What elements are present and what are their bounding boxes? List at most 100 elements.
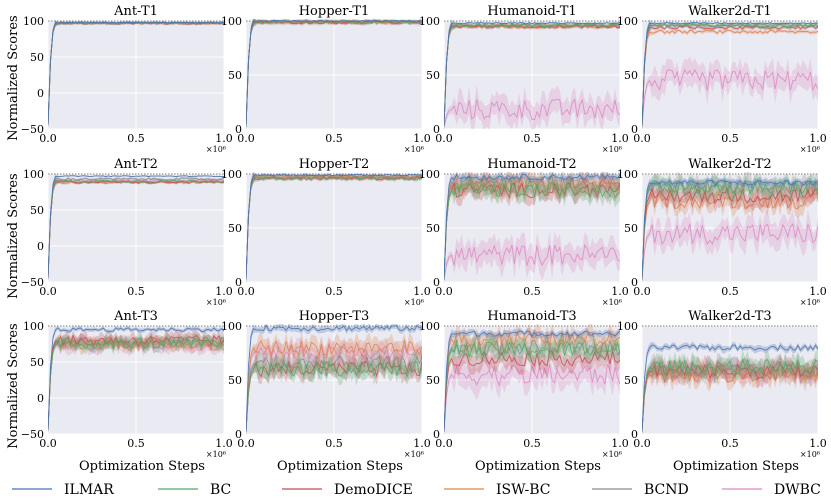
x-tick-label: 0.0 bbox=[39, 285, 57, 298]
x-tick-label: 1.0 bbox=[413, 132, 431, 145]
subplot-walker2d-t1: Walker2d-T1 0 50 100 0.0 0.5 1.0×10⁶ bbox=[617, 4, 827, 154]
subplot-title: Ant-T3 bbox=[113, 309, 158, 324]
y-tick-label: 50 bbox=[228, 374, 242, 387]
x-tick-label: 1.0 bbox=[611, 285, 629, 298]
legend-item-bc: BC bbox=[158, 482, 231, 498]
series-line-isw-bc bbox=[642, 365, 818, 432]
subplot-title: Walker2d-T1 bbox=[688, 4, 771, 19]
y-tick-label: 100 bbox=[617, 168, 638, 181]
series-line-ilmar bbox=[444, 330, 620, 432]
y-tick-label: 100 bbox=[617, 15, 638, 28]
x-tick-label: 1.0 bbox=[215, 437, 233, 450]
legend-label: DWBC bbox=[774, 482, 821, 498]
x-axis-label: Optimization Steps bbox=[475, 459, 601, 474]
x-tick-label: 0.5 bbox=[523, 132, 541, 145]
series-line-ilmar bbox=[444, 22, 620, 127]
series-line-ilmar bbox=[246, 19, 422, 127]
x-tick-label: 0.5 bbox=[523, 437, 541, 450]
series-line-isw-bc bbox=[444, 24, 620, 127]
band-dwbc bbox=[444, 231, 620, 282]
subplot-title: Ant-T2 bbox=[113, 157, 158, 172]
x-tick-label: 0.5 bbox=[127, 285, 145, 298]
series-line-dwbc bbox=[444, 363, 620, 432]
series-line-dwbc bbox=[444, 243, 620, 280]
y-tick-label: 100 bbox=[221, 15, 242, 28]
subplot-humanoid-t2: Humanoid-T2 0 50 100 0.0 0.5 1.0×10⁶ bbox=[419, 157, 629, 307]
x-tick-label: 1.0 bbox=[611, 437, 629, 450]
y-tick-label: −50 bbox=[21, 123, 44, 136]
x-multiplier-label: ×10⁶ bbox=[800, 145, 820, 154]
legend-label: DemoDICE bbox=[334, 482, 413, 498]
x-tick-label: 0.5 bbox=[721, 437, 739, 450]
subplot-title: Walker2d-T3 bbox=[688, 309, 771, 324]
x-tick-label: 0.0 bbox=[39, 437, 57, 450]
x-tick-label: 0.5 bbox=[127, 437, 145, 450]
subplot-title: Ant-T1 bbox=[113, 4, 158, 19]
x-tick-label: 0.5 bbox=[721, 132, 739, 145]
series-line-ilmar bbox=[48, 327, 224, 431]
y-tick-label: 50 bbox=[426, 69, 440, 82]
band-bcnd bbox=[444, 329, 620, 434]
x-tick-label: 0.5 bbox=[523, 285, 541, 298]
subplot-title: Humanoid-T3 bbox=[487, 309, 576, 324]
y-tick-label: 50 bbox=[30, 356, 44, 369]
band-bcnd bbox=[642, 172, 818, 282]
y-tick-label: 50 bbox=[426, 222, 440, 235]
series-line-isw-bc bbox=[246, 339, 422, 432]
x-tick-label: 0.0 bbox=[633, 437, 651, 450]
x-tick-label: 0.0 bbox=[633, 132, 651, 145]
series-line-demodice bbox=[246, 360, 422, 432]
series-line-bc bbox=[246, 360, 422, 432]
series-line-bc bbox=[444, 181, 620, 280]
x-axis-label: Optimization Steps bbox=[79, 459, 205, 474]
y-tick-label: 0 bbox=[37, 392, 44, 405]
y-tick-label: 100 bbox=[23, 15, 44, 28]
y-tick-label: 0 bbox=[433, 276, 440, 289]
series-line-ilmar bbox=[444, 173, 620, 280]
x-tick-label: 1.0 bbox=[215, 285, 233, 298]
y-tick-label: 0 bbox=[631, 428, 638, 441]
x-tick-label: 0.5 bbox=[325, 285, 343, 298]
x-tick-label: 0.0 bbox=[633, 285, 651, 298]
x-tick-label: 0.0 bbox=[237, 285, 255, 298]
x-multiplier-label: ×10⁶ bbox=[404, 450, 424, 459]
subplot-title: Walker2d-T2 bbox=[688, 157, 771, 172]
y-tick-label: 0 bbox=[235, 123, 242, 136]
x-tick-label: 0.5 bbox=[721, 285, 739, 298]
subplot-ant-t3: Ant-T3 −50 0 50 100 0.0 0.5 1.0×10⁶Optimization… bbox=[21, 309, 233, 474]
y-tick-label: 0 bbox=[631, 123, 638, 136]
y-tick-label: 0 bbox=[433, 428, 440, 441]
y-tick-label: 0 bbox=[37, 87, 44, 100]
band-bc bbox=[444, 173, 620, 282]
series-line-bcnd bbox=[246, 173, 422, 280]
y-tick-label: 0 bbox=[433, 123, 440, 136]
y-tick-label: 50 bbox=[624, 69, 638, 82]
x-multiplier-label: ×10⁶ bbox=[206, 450, 226, 459]
subplot-title: Humanoid-T1 bbox=[487, 4, 576, 19]
x-tick-label: 1.0 bbox=[413, 285, 431, 298]
subplot-title: Hopper-T2 bbox=[299, 157, 370, 172]
series-line-dwbc bbox=[444, 98, 620, 127]
series-line-bc bbox=[48, 338, 224, 431]
legend-item-isw-bc: ISW-BC bbox=[444, 482, 550, 498]
y-tick-label: 0 bbox=[37, 240, 44, 253]
series-line-bc bbox=[444, 23, 620, 127]
x-tick-label: 0.0 bbox=[39, 132, 57, 145]
series-line-bc bbox=[642, 358, 818, 432]
y-tick-label: 50 bbox=[228, 69, 242, 82]
x-multiplier-label: ×10⁶ bbox=[404, 145, 424, 154]
legend: ILMAR BC DemoDICE ISW-BC BCND DWBC bbox=[12, 482, 821, 498]
subplot-hopper-t2: Hopper-T2 0 50 100 0.0 0.5 1.0×10⁶ bbox=[221, 157, 431, 307]
series-line-ilmar bbox=[642, 344, 818, 432]
series-line-demodice bbox=[642, 25, 818, 127]
band-isw-bc bbox=[48, 334, 224, 434]
subplot-humanoid-t1: Humanoid-T1 0 50 100 0.0 0.5 1.0×10⁶ bbox=[419, 4, 629, 154]
y-tick-label: 50 bbox=[30, 204, 44, 217]
subplot-title: Humanoid-T2 bbox=[487, 157, 576, 172]
series-line-ilmar bbox=[48, 175, 224, 279]
series-line-demodice bbox=[642, 187, 818, 280]
series-line-dwbc bbox=[642, 223, 818, 280]
legend-label: ILMAR bbox=[64, 482, 114, 498]
y-tick-label: 50 bbox=[624, 374, 638, 387]
